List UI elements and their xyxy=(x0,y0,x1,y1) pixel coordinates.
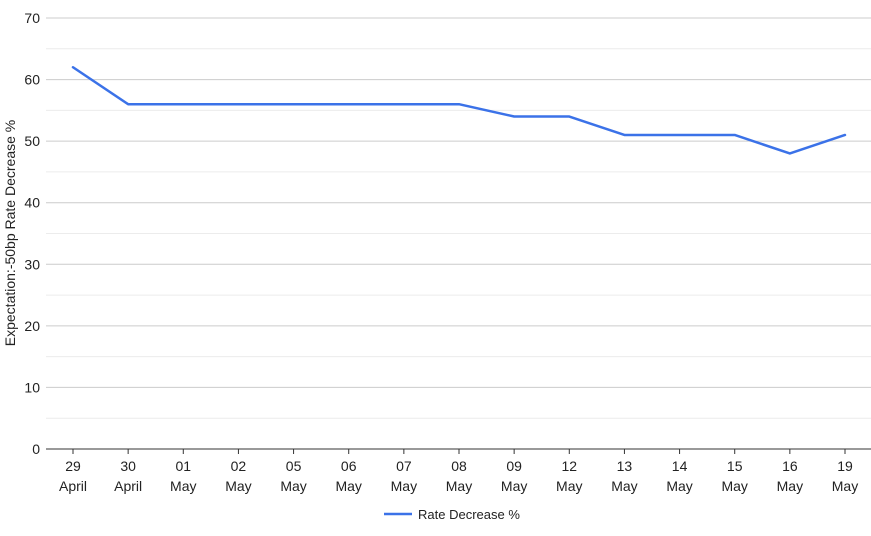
data-point xyxy=(182,103,185,106)
y-tick-label: 0 xyxy=(32,441,40,457)
tick-labels: 0 10 20 30 40 50 60 70 29 April 30 April 01 May 02 May 0… xyxy=(24,10,858,494)
data-point xyxy=(292,103,295,106)
legend: Rate Decrease % xyxy=(384,507,520,522)
x-tick-label: 13 May xyxy=(611,458,637,494)
x-tick-label: 02 May xyxy=(225,458,251,494)
series-lines xyxy=(71,66,847,155)
y-tick-label: 70 xyxy=(24,10,40,26)
y-axis-title: Expectation:-50bp Rate Decrease % xyxy=(2,120,18,346)
y-tick-label: 30 xyxy=(24,256,40,272)
data-point xyxy=(568,115,571,118)
data-point xyxy=(402,103,405,106)
x-tick-label: 19 May xyxy=(832,458,858,494)
y-tick-label: 20 xyxy=(24,318,40,334)
y-tick-label: 40 xyxy=(24,195,40,211)
y-tick-label: 50 xyxy=(24,133,40,149)
x-tick-label: 16 May xyxy=(777,458,803,494)
x-tick-label: 07 May xyxy=(391,458,417,494)
x-tick-label: 15 May xyxy=(721,458,747,494)
x-tick-label: 05 May xyxy=(280,458,306,494)
x-tick-label: 30 April xyxy=(114,458,142,494)
x-tick-label: 14 May xyxy=(666,458,692,494)
x-tick-label: 01 May xyxy=(170,458,196,494)
y-tick-label: 60 xyxy=(24,72,40,88)
grid xyxy=(46,17,871,419)
data-point xyxy=(788,152,791,155)
x-tick-label: 12 May xyxy=(556,458,582,494)
x-tick-label: 08 May xyxy=(446,458,472,494)
data-point xyxy=(237,103,240,106)
data-point xyxy=(513,115,516,118)
data-point xyxy=(127,103,130,106)
legend-label: Rate Decrease % xyxy=(418,507,520,522)
data-point xyxy=(733,133,736,136)
x-tick-label: 06 May xyxy=(335,458,361,494)
x-tick-label: 29 April xyxy=(59,458,87,494)
y-tick-label: 10 xyxy=(24,379,40,395)
x-tick-label: 09 May xyxy=(501,458,527,494)
data-point xyxy=(72,66,75,69)
data-point xyxy=(347,103,350,106)
axes xyxy=(46,448,871,454)
series-line xyxy=(71,66,847,155)
data-point xyxy=(844,133,847,136)
data-point xyxy=(623,133,626,136)
data-point xyxy=(678,133,681,136)
data-point xyxy=(458,103,461,106)
